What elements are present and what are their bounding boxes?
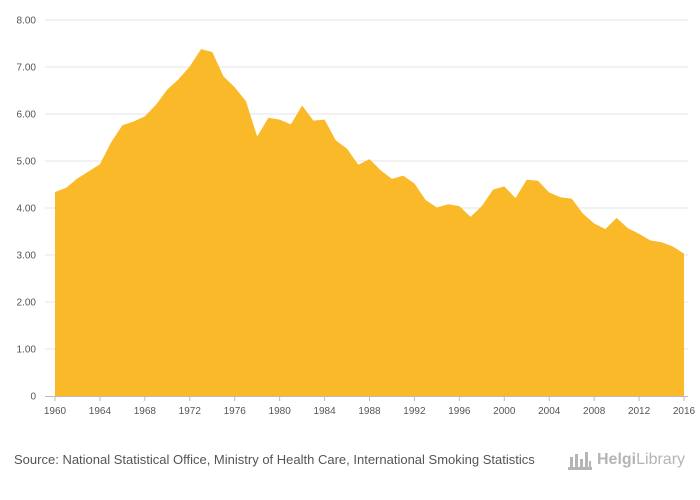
y-tick-label: 7.00	[17, 63, 37, 74]
x-tick-label: 1992	[403, 406, 426, 417]
area-series	[55, 49, 684, 396]
y-tick-label: 2.00	[17, 298, 37, 309]
y-tick-label: 1.00	[17, 345, 37, 356]
y-tick-label: 0	[30, 392, 36, 403]
y-tick-label: 8.00	[17, 16, 37, 27]
y-axis-tick-labels: 0 1.00 2.00 3.00 4.00 5.00 6.00 7.00 8.00	[17, 16, 37, 403]
x-tick-label: 1984	[313, 406, 336, 417]
source-text: National Statistical Office, Ministry of…	[62, 452, 535, 467]
area-series-fill	[55, 49, 684, 396]
library-building-icon	[568, 452, 592, 470]
logo-word-library: Library	[636, 451, 686, 468]
y-tick-label: 5.00	[17, 157, 37, 168]
x-tick-label: 1972	[179, 406, 202, 417]
x-axis-tick-labels: 1960 1964 1968 1972 1976 1980 1984 1988 1992 1996…	[44, 406, 696, 417]
x-tick-label: 2004	[538, 406, 561, 417]
x-tick-label: 1960	[44, 406, 67, 417]
y-tick-label: 3.00	[17, 251, 37, 262]
y-tick-label: 4.00	[17, 204, 37, 215]
y-tick-label: 6.00	[17, 110, 37, 121]
axes	[45, 396, 688, 401]
x-tick-label: 1980	[269, 406, 292, 417]
x-tick-label: 2000	[493, 406, 516, 417]
source-note: Source: National Statistical Office, Min…	[14, 451, 544, 469]
source-prefix: Source:	[14, 452, 59, 467]
x-tick-label: 2008	[583, 406, 606, 417]
x-tick-label: 1988	[358, 406, 381, 417]
x-tick-label: 2012	[628, 406, 651, 417]
x-tick-label: 1996	[448, 406, 471, 417]
x-tick-label: 2016	[673, 406, 696, 417]
logo-word-helgi: Helgi	[597, 451, 637, 468]
x-tick-label: 1968	[134, 406, 157, 417]
x-tick-label: 1976	[224, 406, 247, 417]
helgi-library-logo: HelgiLibrary	[567, 448, 685, 472]
x-tick-label: 1964	[89, 406, 112, 417]
